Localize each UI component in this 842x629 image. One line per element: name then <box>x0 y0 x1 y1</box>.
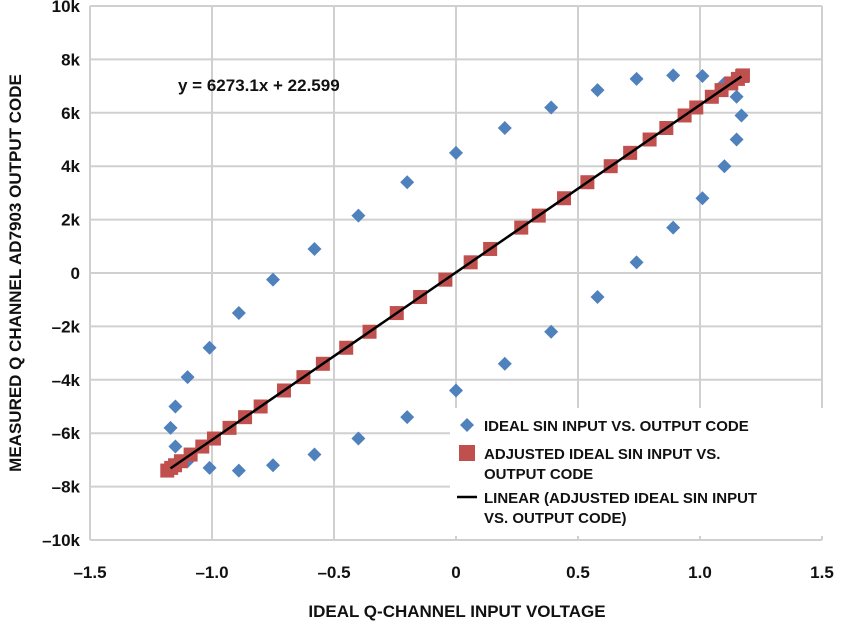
legend-label: OUTPUT CODE <box>484 466 593 483</box>
ideal-sin-point <box>180 370 195 385</box>
ideal-sin-point <box>307 447 322 462</box>
y-tick-label: 8k <box>61 50 80 69</box>
x-tick-label: 1.0 <box>688 563 712 582</box>
ideal-sin-point <box>544 100 559 115</box>
y-tick-label: –6k <box>52 424 81 443</box>
y-tick-label: –10k <box>42 531 80 550</box>
ideal-sin-point <box>729 132 744 147</box>
ideal-sin-point <box>695 68 710 83</box>
y-tick-label: –8k <box>52 478 81 497</box>
y-axis-title: MEASURED Q CHANNEL AD7903 OUTPUT CODE <box>6 74 25 472</box>
ideal-sin-point <box>231 306 246 321</box>
y-tick-label: 6k <box>61 104 80 123</box>
trendline-equation: y = 6273.1x + 22.599 <box>178 76 340 95</box>
legend-label: LINEAR (ADJUSTED IDEAL SIN INPUT <box>484 490 757 507</box>
ideal-sin-point <box>231 463 246 478</box>
x-tick-label: –1.5 <box>73 563 106 582</box>
ideal-sin-point <box>544 324 559 339</box>
y-tick-label: 2k <box>61 211 80 230</box>
ideal-sin-point <box>497 121 512 136</box>
x-tick-label: –0.5 <box>317 563 350 582</box>
ideal-sin-point <box>666 68 681 83</box>
ideal-sin-point <box>351 208 366 223</box>
ideal-sin-point <box>729 89 744 104</box>
ideal-sin-point <box>307 241 322 256</box>
ideal-sin-point <box>695 191 710 206</box>
ideal-sin-point <box>449 383 463 398</box>
ideal-sin-point <box>400 175 415 190</box>
ideal-sin-point <box>266 458 280 473</box>
ideal-sin-point <box>168 399 183 414</box>
ideal-sin-point <box>590 83 605 98</box>
ideal-sin-point <box>351 431 366 446</box>
linear-trendline <box>169 75 743 470</box>
ideal-sin-point <box>734 108 749 123</box>
x-tick-label: 0.5 <box>566 563 590 582</box>
ideal-sin-point <box>168 439 183 454</box>
ideal-sin-point <box>666 220 681 235</box>
legend-label: ADJUSTED IDEAL SIN INPUT VS. <box>484 446 720 463</box>
legend-label: IDEAL SIN INPUT VS. OUTPUT CODE <box>484 418 749 435</box>
ideal-sin-point <box>629 71 644 86</box>
ideal-sin-point <box>400 410 415 425</box>
ideal-sin-point <box>629 255 644 270</box>
y-tick-label: 10k <box>52 0 81 16</box>
legend-diamond-icon <box>460 418 474 432</box>
adjusted-sin-point <box>735 68 750 83</box>
data-marks <box>160 68 750 478</box>
x-tick-label: 1.5 <box>810 563 834 582</box>
y-tick-label: –2k <box>52 317 81 336</box>
legend-label: VS. OUTPUT CODE) <box>484 510 627 527</box>
ideal-sin-point <box>202 460 217 475</box>
y-tick-label: 0 <box>71 264 80 283</box>
tick-labels: –1.5 –1.0 –0.5 0 0.5 1.0 1.5 10k 8k 6k 4k 2k 0 –2k –4k… <box>42 0 834 582</box>
legend-square-icon <box>459 445 475 461</box>
x-axis-title: IDEAL Q-CHANNEL INPUT VOLTAGE <box>308 602 605 621</box>
ideal-sin-point <box>163 420 178 435</box>
x-tick-label: 0 <box>451 563 460 582</box>
legend: IDEAL SIN INPUT VS. OUTPUT CODE ADJUSTED … <box>450 408 826 536</box>
y-tick-label: –4k <box>52 371 81 390</box>
x-tick-label: –1.0 <box>195 563 228 582</box>
y-tick-label: 4k <box>61 157 80 176</box>
ideal-sin-point <box>202 340 217 355</box>
ideal-sin-point <box>590 290 605 305</box>
ideal-sin-point <box>497 356 512 371</box>
ideal-sin-point <box>449 145 463 160</box>
ideal-sin-point <box>717 159 732 174</box>
ideal-sin-point <box>266 272 280 287</box>
